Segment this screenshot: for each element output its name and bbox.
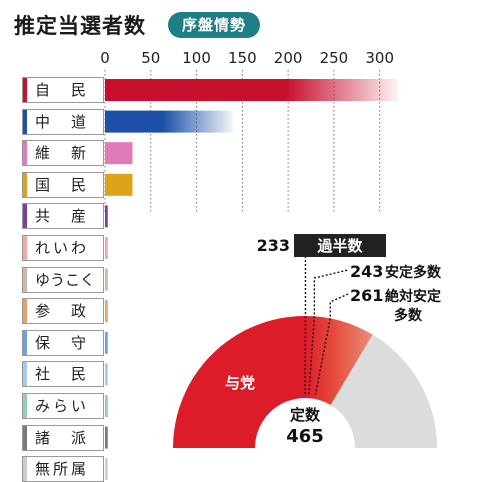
marker-value: 261 [350,286,383,305]
bar-6 [105,269,108,291]
party-label-9: 社 民 [22,361,104,387]
slice-label-ruling: 与党 [225,374,255,392]
x-tick-labels: 0 50 100 150 200 250 300 [100,49,394,67]
x-tick-label: 300 [365,49,394,67]
marker-value: 233 [257,236,290,255]
party-name: 無所属 [35,457,89,481]
bar-11 [105,427,108,449]
marker-value: 243 [350,262,383,281]
party-name: 国 民 [35,173,89,197]
party-label-7: 参 政 [22,298,104,324]
party-color-stripe [23,236,27,260]
party-name: 維 新 [35,141,89,165]
party-color-stripe [23,173,27,197]
party-label-8: 保 守 [22,330,104,356]
party-color-stripe [23,426,27,450]
x-tick-label: 0 [100,49,110,67]
bar-3 [105,174,132,196]
x-tick-label: 50 [141,49,160,67]
party-label-1: 中 道 [22,109,104,135]
party-label-0: 自 民 [22,77,104,103]
party-name: 自 民 [35,78,89,102]
party-color-stripe [23,394,27,418]
x-tick-label: 200 [274,49,303,67]
party-label-10: みらい [22,393,104,419]
party-label-2: 維 新 [22,140,104,166]
party-label-12: 無所属 [22,456,104,482]
marker-text-2: 多数 [394,307,423,324]
party-color-stripe [23,362,27,386]
bar-0 [105,79,398,101]
party-name: 社 民 [35,362,89,386]
party-color-stripe [23,110,27,134]
party-name: 諸 派 [35,426,89,450]
x-tick-label: 250 [320,49,349,67]
party-name: れいわ [35,236,89,260]
party-label-4: 共 産 [22,203,104,229]
bar-1 [105,111,233,133]
bar-4 [105,205,108,227]
party-name: ゆうこく [35,268,95,292]
party-name: 保 守 [35,331,89,355]
party-color-stripe [23,457,27,481]
party-name: みらい [35,394,89,418]
marker-text: 絶対安定 [385,288,441,305]
party-name: 共 産 [35,204,89,228]
party-label-5: れいわ [22,235,104,261]
total-label: 定数 [290,406,321,424]
marker-text: 安定多数 [385,264,442,281]
party-label-3: 国 民 [22,172,104,198]
bar-12 [105,458,108,480]
bar-8 [105,332,108,354]
party-name: 参 政 [35,299,89,323]
bar-5 [105,237,108,259]
party-name: 中 道 [35,110,89,134]
bar-7 [105,300,108,322]
marker-text: 過半数 [316,237,363,255]
party-label-11: 諸 派 [22,425,104,451]
party-color-stripe [23,268,27,292]
bar-2 [105,142,132,164]
party-color-stripe [23,204,27,228]
x-tick-label: 150 [228,49,257,67]
party-color-stripe [23,299,27,323]
bar-10 [105,395,108,417]
total-value: 465 [286,426,324,447]
party-color-stripe [23,331,27,355]
party-color-stripe [23,78,27,102]
party-color-stripe [23,141,27,165]
party-label-6: ゆうこく [22,267,104,293]
bar-9 [105,363,108,385]
x-tick-label: 100 [182,49,211,67]
